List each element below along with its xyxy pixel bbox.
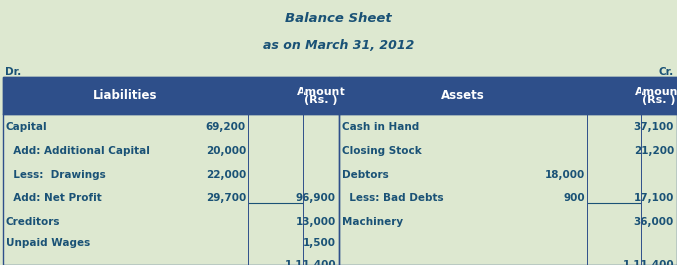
Text: 36,000: 36,000 <box>634 217 674 227</box>
Text: 29,700: 29,700 <box>206 193 246 204</box>
Text: Unpaid Wages: Unpaid Wages <box>6 238 90 249</box>
Bar <box>339 77 677 265</box>
Text: Add: Net Profit: Add: Net Profit <box>6 193 102 204</box>
Text: Debtors: Debtors <box>342 170 389 180</box>
Text: Capital: Capital <box>6 122 47 132</box>
Text: 13,000: 13,000 <box>296 217 336 227</box>
Text: 69,200: 69,200 <box>206 122 246 132</box>
Text: Creditors: Creditors <box>6 217 60 227</box>
Text: Closing Stock: Closing Stock <box>342 146 422 156</box>
Text: Add: Additional Capital: Add: Additional Capital <box>6 146 150 156</box>
Text: Less:  Drawings: Less: Drawings <box>6 170 106 180</box>
Bar <box>339 77 677 114</box>
Bar <box>3 77 339 114</box>
Text: 1,11,400: 1,11,400 <box>622 260 674 265</box>
Text: 20,000: 20,000 <box>206 146 246 156</box>
Text: (Rs. ): (Rs. ) <box>642 95 676 105</box>
Text: Machinery: Machinery <box>342 217 403 227</box>
Bar <box>3 77 339 265</box>
Text: Less: Bad Debts: Less: Bad Debts <box>342 193 443 204</box>
Text: Amount: Amount <box>297 87 345 98</box>
Text: Cr.: Cr. <box>659 67 674 77</box>
Text: 18,000: 18,000 <box>545 170 585 180</box>
Text: 17,100: 17,100 <box>634 193 674 204</box>
Text: 22,000: 22,000 <box>206 170 246 180</box>
Text: 37,100: 37,100 <box>634 122 674 132</box>
Text: Dr.: Dr. <box>5 67 21 77</box>
Text: as on March 31, 2012: as on March 31, 2012 <box>263 38 414 52</box>
Text: 900: 900 <box>563 193 585 204</box>
Text: Cash in Hand: Cash in Hand <box>342 122 419 132</box>
Text: Assets: Assets <box>441 89 485 102</box>
Text: 21,200: 21,200 <box>634 146 674 156</box>
Text: Amount: Amount <box>634 87 677 98</box>
Text: 96,900: 96,900 <box>296 193 336 204</box>
Text: Balance Sheet: Balance Sheet <box>285 12 392 25</box>
Text: Liabilities: Liabilities <box>93 89 158 102</box>
Text: 1,11,400: 1,11,400 <box>284 260 336 265</box>
Text: (Rs. ): (Rs. ) <box>304 95 338 105</box>
Text: 1,500: 1,500 <box>303 238 336 249</box>
